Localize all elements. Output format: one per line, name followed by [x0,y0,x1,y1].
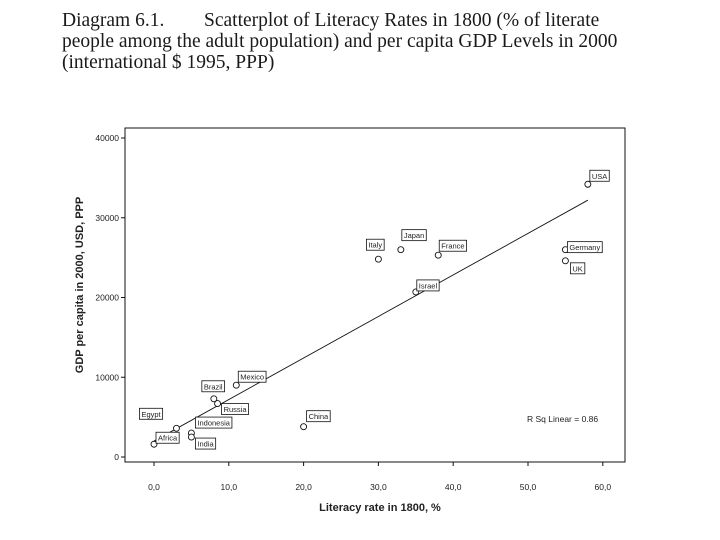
x-tick-label: 40,0 [445,482,462,492]
x-tick-label: 0,0 [148,482,160,492]
point-label: USA [592,172,607,181]
regression-line [153,199,589,442]
x-tick-label: 60,0 [595,482,612,492]
point-label: Germany [569,243,600,252]
point-label-box [401,229,427,242]
point-label: Russia [224,405,248,414]
y-tick-label: 40000 [95,133,119,143]
point-label-box [365,238,385,251]
data-point [374,255,382,263]
y-tick-label: 30000 [95,213,119,223]
data-point [172,424,180,432]
chart-caption: Diagram 6.1. Scatterplot of Literacy Rate… [62,10,712,73]
data-point [300,423,308,431]
x-tick-label: 50,0 [520,482,537,492]
point-label: France [441,242,464,251]
y-tick-label: 10000 [95,372,119,382]
point-label-box [567,241,603,254]
point-label-box [155,431,180,444]
x-tick-label: 20,0 [295,482,312,492]
point-label: Indonesia [197,419,230,428]
r-squared-annotation: R Sq Linear = 0.86 [527,414,598,424]
point-label-box [194,416,233,429]
point-label-box [416,279,440,292]
point-label-box [570,262,586,275]
regression-line-layer [153,199,589,442]
data-point [187,433,195,441]
caption-label: Diagram 6.1. [62,10,165,31]
point-label-box [306,410,331,423]
data-point [150,440,158,448]
caption-line3: (international $ 1995, PPP) [62,52,275,73]
x-axis-title: Literacy rate in 1800, % [319,502,441,514]
point-label-box [201,380,226,393]
y-axis-ticks: 0 10000 20000 30000 40000 [95,133,125,462]
x-tick-label: 10,0 [221,482,238,492]
x-axis-ticks: 0,0 10,0 20,0 30,0 40,0 50,0 60,0 [148,462,611,492]
point-labels: USA Germany UK France Japan Italy Israel Mexico… [139,169,610,450]
data-point [561,257,569,265]
point-label: Israel [419,281,438,290]
y-tick-label: 20000 [95,293,119,303]
point-label: Japan [404,231,424,240]
data-point [210,395,218,403]
point-label: Brazil [204,382,223,391]
point-label-box [438,239,467,252]
point-label: China [309,412,329,421]
data-point [434,251,442,259]
x-tick-label: 30,0 [370,482,387,492]
point-label-box [589,169,610,182]
data-point [584,180,592,188]
caption-line2: people among the adult population) and p… [62,31,618,52]
plot-area-border [124,127,626,463]
data-points [150,180,592,448]
point-label-box [221,403,249,415]
caption-line1: Scatterplot of Literacy Rates in 1800 (%… [204,10,600,31]
data-point [397,246,405,254]
point-label: Africa [158,434,178,443]
point-label-box [194,437,217,450]
point-label: UK [572,264,582,273]
point-label: Egypt [141,410,161,419]
point-label: India [197,440,214,449]
point-label-box [237,370,267,383]
data-point [214,400,222,408]
y-tick-label: 0 [114,452,119,462]
data-point [232,381,240,389]
plot-frame [124,127,626,463]
point-label-box [139,407,164,420]
point-label: Italy [368,241,382,250]
point-label: Mexico [240,373,264,382]
